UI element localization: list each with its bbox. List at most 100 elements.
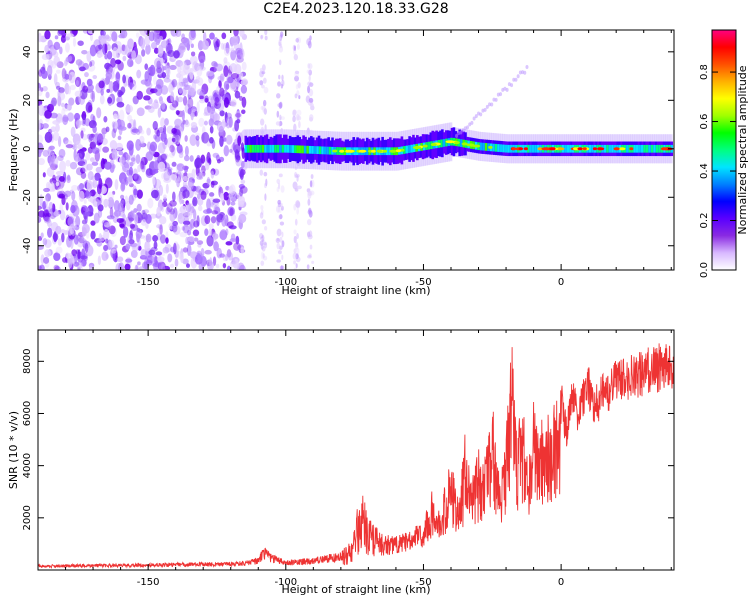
spectrogram-noise-blob [292,116,296,123]
spectrogram-noise-blob [76,80,79,86]
spectrogram-noise-blob [87,28,95,34]
spectrogram-ridge-core [406,146,408,154]
spectrogram-noise-blob [230,201,235,205]
spectrogram-noise-blob [79,150,85,159]
spectrogram-noise-blob [70,205,75,213]
spectrogram-noise-blob [193,220,199,227]
spectrogram-noise-blob [153,134,157,140]
spectrogram-noise-blob [158,127,164,133]
spectrogram-noise-blob [92,126,97,134]
spectrogram-noise-blob [240,211,248,215]
spectrogram-ridge-core [292,145,294,153]
spectrogram-noise-blob [230,47,234,51]
spectrogram-noise-blob [113,113,117,119]
spectrogram-noise-blob [125,105,133,113]
spectrogram-noise-blob [117,102,125,108]
spectrogram-noise-blob [59,149,66,158]
spectrogram-noise-blob [45,132,53,143]
spectrogram-noise-blob [43,257,49,264]
spectrogram-hot-spot [345,150,350,153]
spectrogram-ridge-core [428,142,430,150]
spectrogram-ridge-core [532,145,534,153]
spectrogram-noise-blob [150,141,157,151]
spectrogram-noise-blob [125,258,132,262]
spectrogram-hot-spot [377,150,383,153]
spectrogram-ridge-core [529,145,531,153]
spectrogram-noise-blob [298,121,301,128]
spectrogram-noise-blob [114,245,117,249]
spectrogram-noise-blob [56,119,63,123]
spectrogram-ridge-core [636,145,638,153]
spectrogram-noise-blob [207,177,211,186]
spectrogram-ridge-core [294,145,296,153]
spectrogram-streak [466,125,469,129]
spectrogram-noise-blob [65,253,69,259]
spectrogram-noise-blob [141,49,145,57]
spectrogram-ridge-core [301,146,303,154]
spectrogram-noise-blob [91,91,95,103]
spectrogram-noise-blob [120,236,126,245]
spectrogram-noise-blob [308,209,312,214]
spectrogram-noise-blob [81,172,87,179]
spectrogram-noise-blob [211,181,215,188]
spectrogram-noise-blob [237,135,241,146]
spectrogram-noise-blob [136,154,141,164]
spectrogram-noise-blob [155,128,159,135]
spectrogram-noise-blob [197,89,205,96]
spectrogram-noise-blob [180,61,187,71]
spectrogram-noise-blob [197,172,204,180]
spectrogram-noise-blob [194,157,202,168]
spectrogram-noise-blob [74,151,78,163]
spectrogram-ridge-core [609,145,611,153]
spectrogram-noise-blob [107,97,112,104]
spectrogram-hot-spot [332,149,337,152]
spectrogram-noise-blob [159,216,166,224]
spectrogram-noise-blob [80,130,83,138]
spectrogram-noise-blob [69,72,76,84]
spectrogram-noise-blob [293,253,297,260]
spectrogram-noise-blob [226,197,230,206]
spectrogram-noise-blob [175,259,179,267]
spectrogram-noise-blob [230,63,237,73]
spectrogram-ridge-core [277,145,279,153]
spectrogram-ridge-core [262,145,264,153]
spectrogram-noise-blob [307,81,311,86]
spectrogram-noise-blob [38,104,44,116]
spectrogram-noise-blob [77,185,81,191]
spectrogram-noise-blob [160,117,166,128]
spectrogram-noise-blob [263,78,267,84]
spectrogram-hot-spot [423,145,428,148]
spectrogram-noise-blob [101,251,108,261]
spectrogram-noise-blob [133,168,138,179]
spectrogram-noise-blob [146,168,153,176]
spectrogram-x-tick-label: -150 [137,277,160,288]
spectrogram-noise-blob [155,35,161,43]
spectrogram-noise-blob [281,255,283,260]
spectrogram-noise-blob [97,51,103,58]
spectrogram-noise-blob [186,202,191,212]
spectrogram-noise-blob [100,89,104,96]
spectrogram-noise-blob [107,215,115,219]
spectrogram-noise-blob [157,256,165,262]
spectrogram-noise-blob [44,30,50,39]
spectrogram-noise-blob [239,72,243,79]
spectrogram-ridge-core [651,145,653,153]
spectrogram-hot-spot [371,150,376,153]
spectrogram-noise-blob [102,31,106,36]
spectrogram-noise-blob [170,264,174,268]
spectrogram-noise-blob [92,133,99,145]
spectrogram-noise-blob [187,173,193,177]
spectrogram-ridge-core [443,139,445,147]
spectrogram-noise-blob [97,184,102,194]
spectrogram-noise-blob [241,180,246,184]
spectrogram-noise-blob [129,167,133,177]
spectrogram-noise-blob [211,210,218,214]
spectrogram-noise-blob [53,156,58,166]
spectrogram-noise-blob [137,107,145,116]
spectrogram-noise-blob [166,184,169,194]
spectrogram-noise-blob [195,111,198,117]
spectrogram-noise-blob [141,141,145,147]
spectrogram-noise-blob [231,36,239,46]
spectrogram-noise-blob [120,160,124,167]
spectrogram-noise-blob [96,107,101,118]
